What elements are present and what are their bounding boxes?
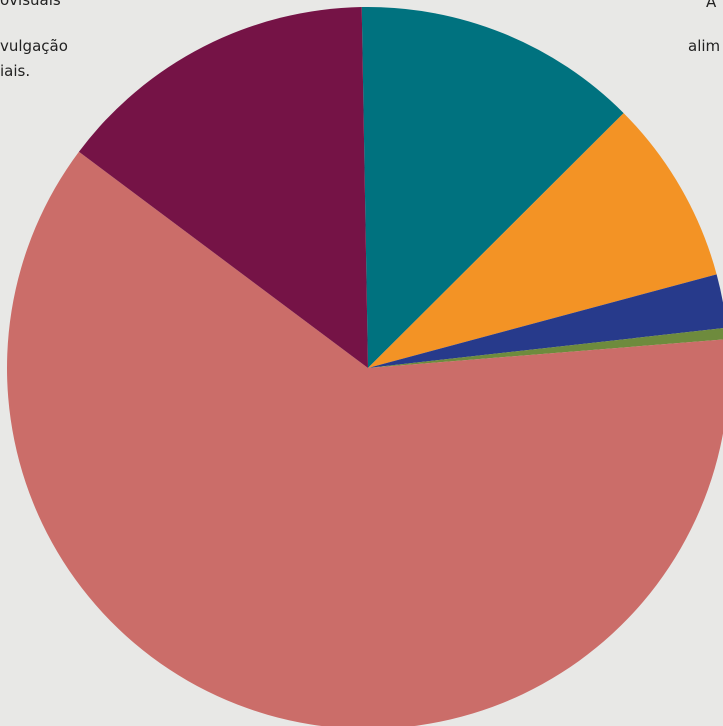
pie-slice-2 [368, 113, 717, 368]
cropped-label-right-line2: alim [688, 37, 721, 55]
cropped-label-right-line1: A [706, 0, 717, 11]
cropped-label-left-line3: iais. [0, 62, 31, 80]
pie-slice-5 [7, 151, 723, 726]
pie-slice-6 [78, 7, 368, 369]
pie-slice-3 [368, 274, 723, 368]
pie-slice-4 [368, 328, 723, 368]
cropped-label-left-line1: ovisuais [0, 0, 61, 9]
cropped-label-left-line2: vulgação [0, 37, 68, 55]
pie-slice-1 [361, 6, 624, 369]
pie-slices [7, 6, 723, 726]
